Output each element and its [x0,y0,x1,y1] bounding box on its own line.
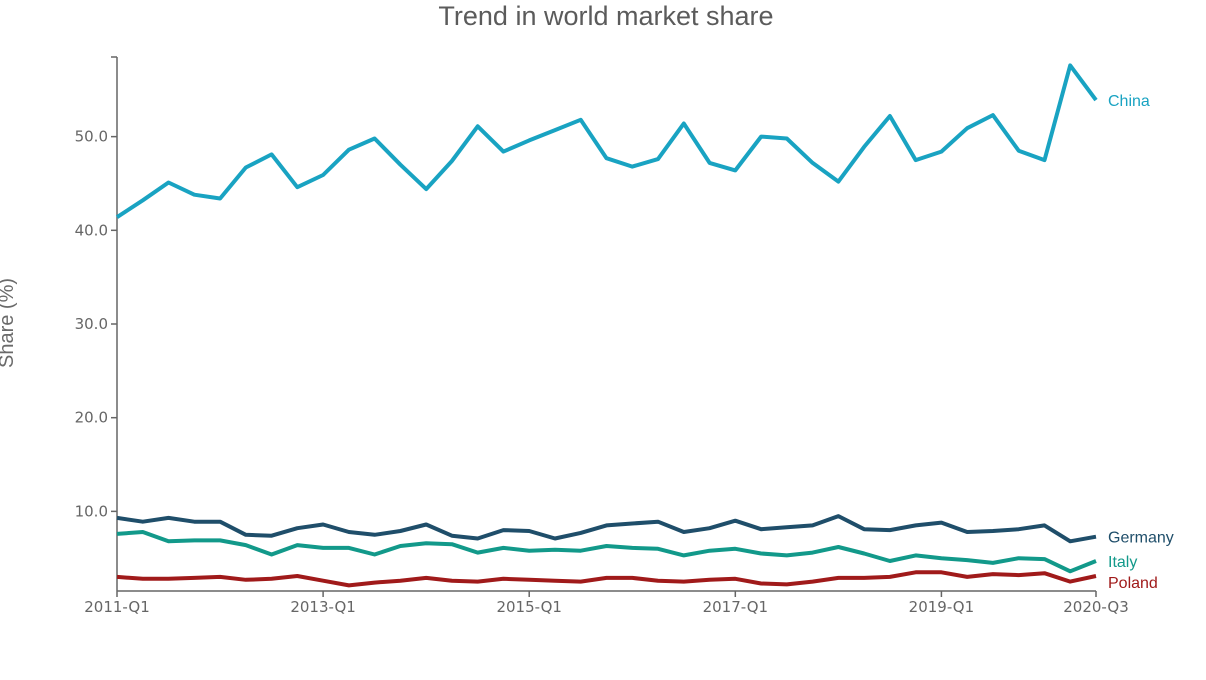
x-tick-label: 2020-Q3 [1063,598,1129,616]
y-tick-label: 10.0 [75,502,108,520]
series-line-china [115,63,1098,219]
series-line-germany [116,514,1097,544]
series-lines [115,63,1098,588]
x-ticks: 2011-Q1 2013-Q1 2015-Q1 2017-Q1 2019-Q1 2020-… [84,591,1129,616]
x-tick-label: 2011-Q1 [84,598,150,616]
y-axis-label: Share (%) [0,278,18,368]
series-label-germany: Germany [1108,530,1174,547]
y-tick-label: 20.0 [75,409,108,427]
x-tick-label: 2017-Q1 [703,598,769,616]
x-tick-label: 2019-Q1 [909,598,975,616]
y-tick-label: 50.0 [75,128,108,146]
series-label-italy: Italy [1108,554,1137,571]
y-tick-label: 30.0 [75,315,108,333]
series-label-poland: Poland [1108,575,1158,592]
y-ticks: 10.0 20.0 30.0 40.0 50.0 [75,56,117,520]
series-line-poland [116,570,1097,588]
series-line-italy [116,530,1097,574]
x-tick-label: 2013-Q1 [290,598,356,616]
chart-title: Trend in world market share [438,1,773,31]
x-tick-label: 2015-Q1 [496,598,562,616]
y-tick-label: 40.0 [75,221,108,239]
series-label-china: China [1108,93,1150,110]
axes [116,57,1096,592]
series-labels: China Germany Italy Poland [1108,93,1174,592]
